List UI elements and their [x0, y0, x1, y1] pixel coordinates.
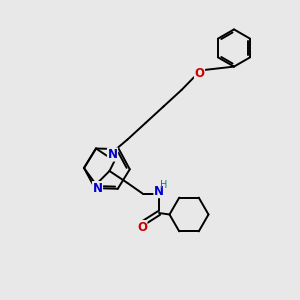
Text: N: N [154, 184, 164, 198]
Text: O: O [194, 67, 205, 80]
Text: N: N [107, 148, 118, 161]
Text: O: O [137, 220, 147, 234]
Text: H: H [160, 180, 167, 190]
Text: N: N [92, 182, 103, 195]
